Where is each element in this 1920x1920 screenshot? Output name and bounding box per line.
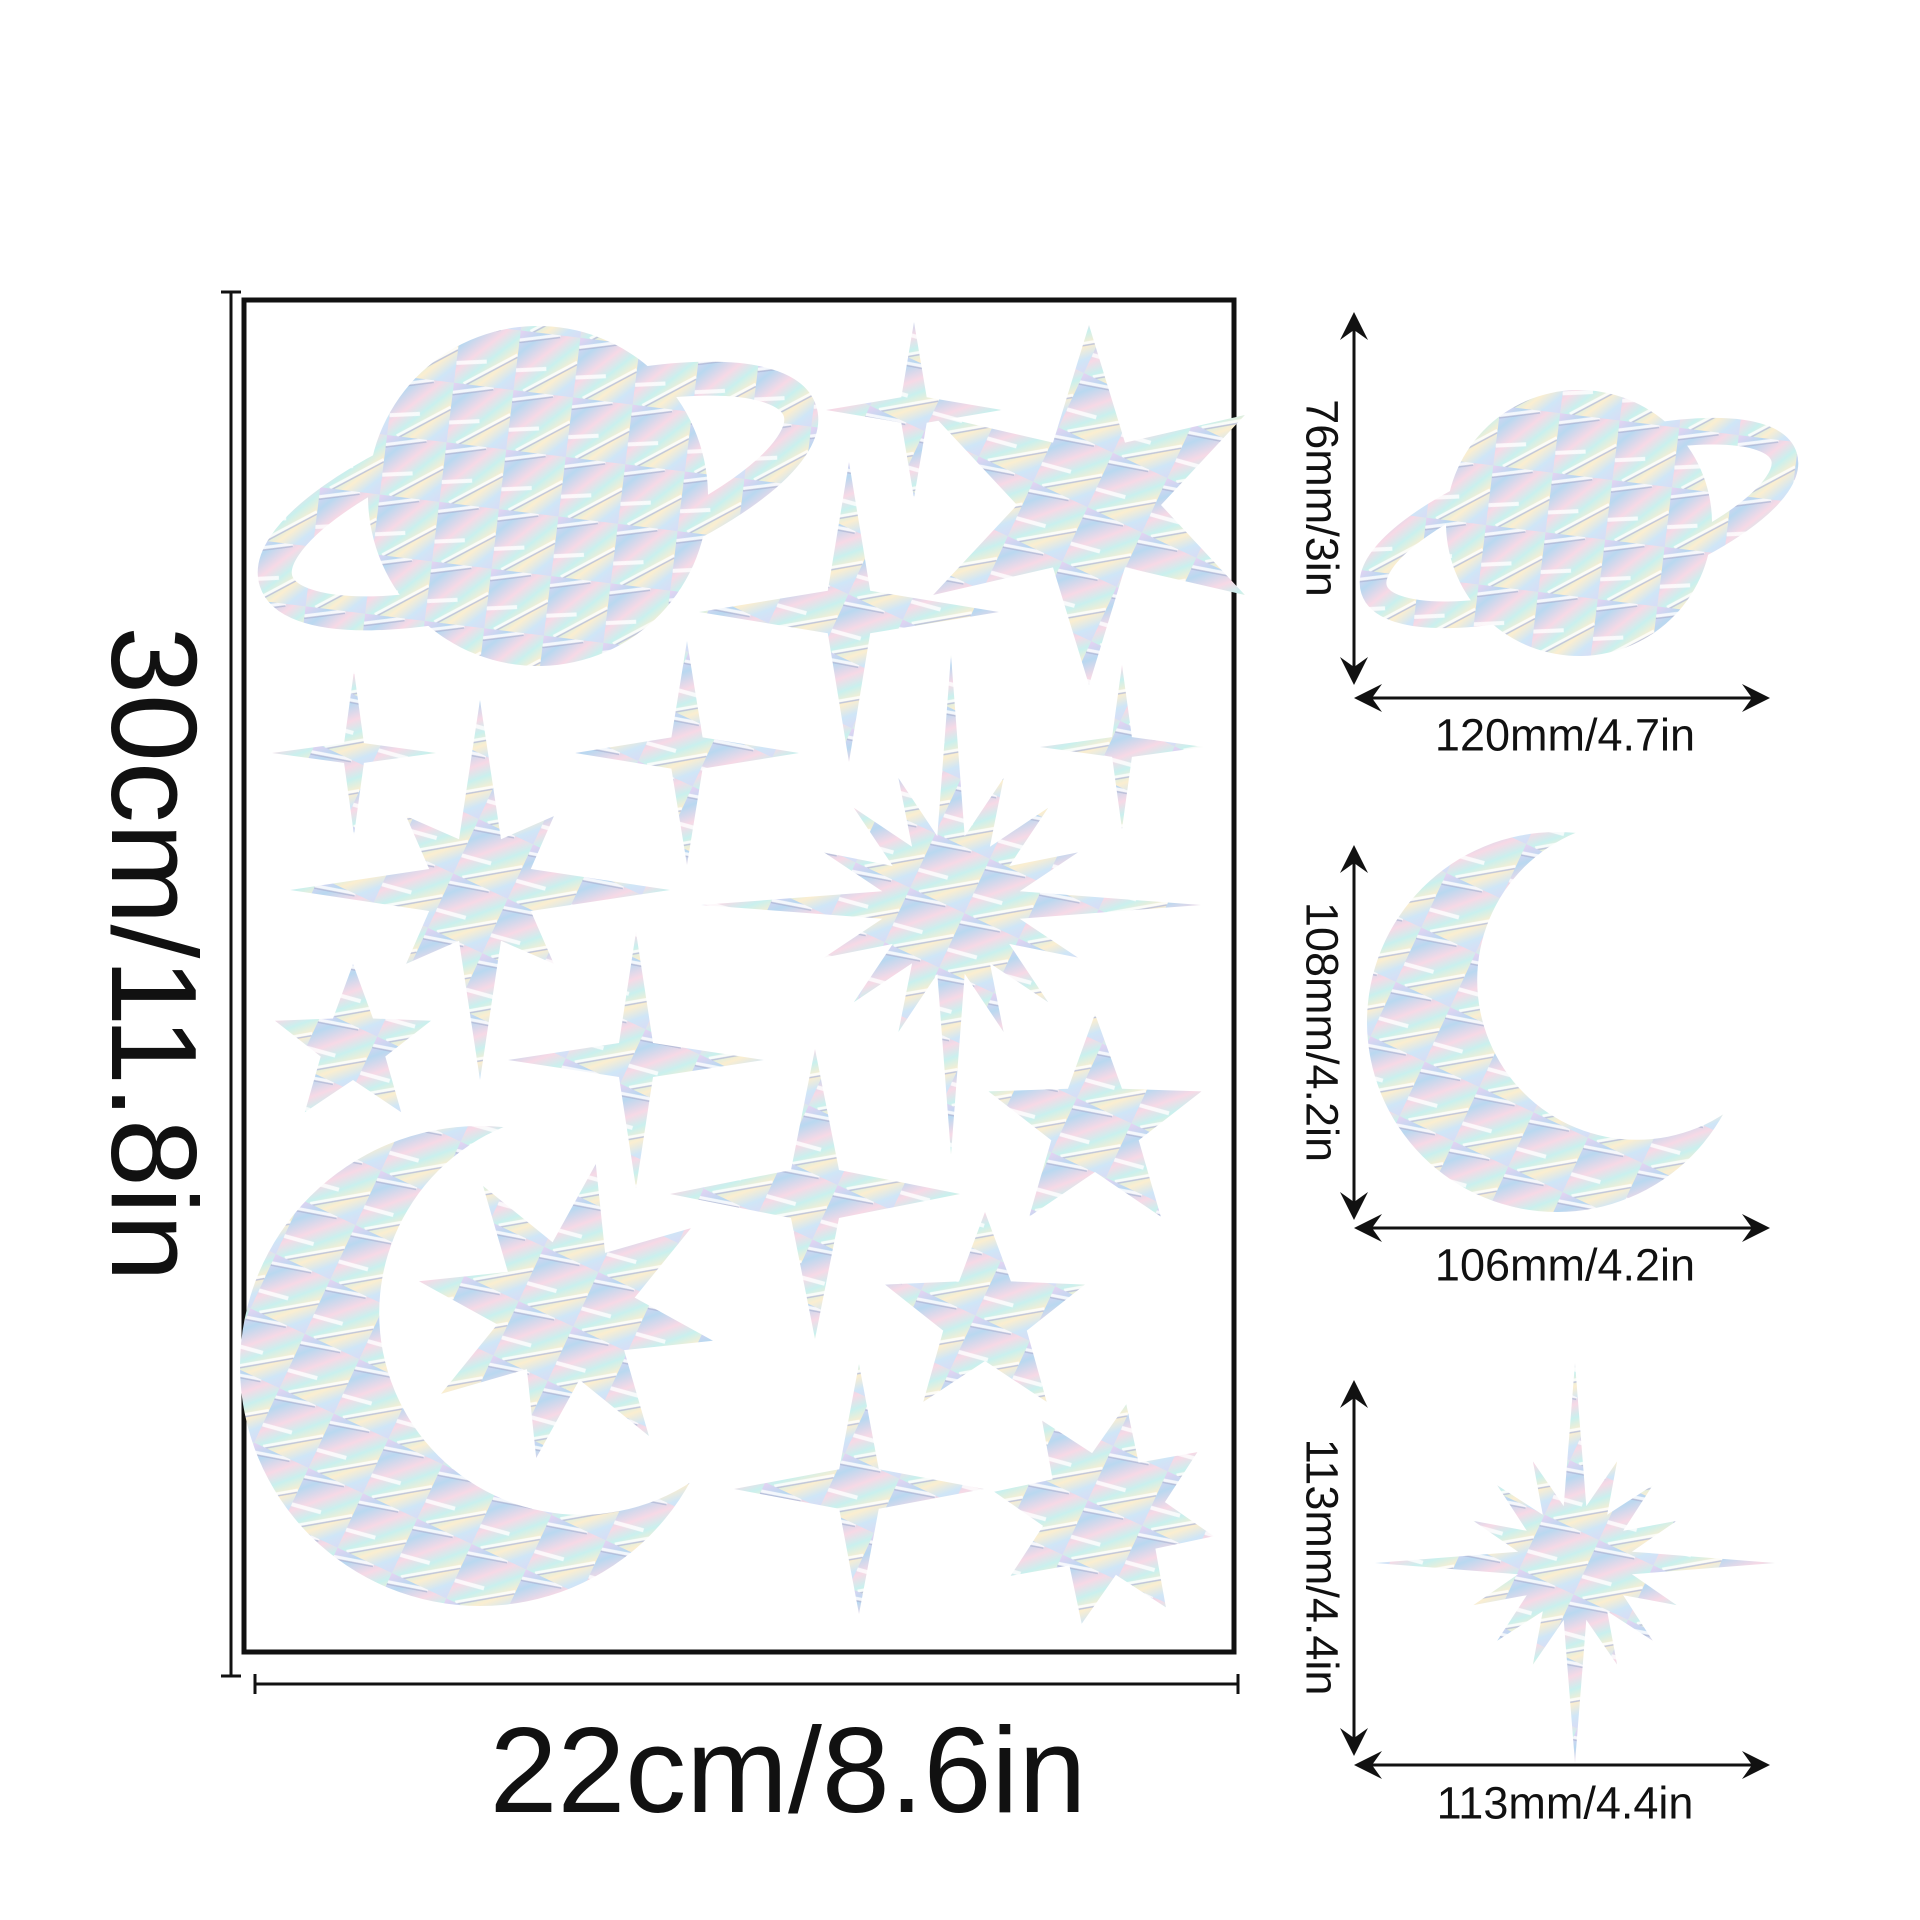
sheet-height-label: 30cm/11.8in xyxy=(86,626,222,1282)
arrowhead-right-icon xyxy=(1742,1214,1770,1242)
arrowhead-left-icon xyxy=(1354,684,1382,712)
moon-height-label: 108mm/4.2in xyxy=(1296,901,1348,1163)
four-point-star-sticker xyxy=(575,641,799,865)
eight-point-star-sticker xyxy=(290,700,670,1080)
five-point-star-sticker xyxy=(988,1014,1202,1217)
sheet-outline xyxy=(241,297,1237,1655)
planet-sticker xyxy=(257,326,819,666)
four-point-star-sticker xyxy=(508,932,764,1188)
four-point-star-sticker xyxy=(1040,665,1204,829)
starburst-width-label: 113mm/4.4in xyxy=(1436,1777,1694,1829)
arrowhead-up-icon xyxy=(1340,312,1368,340)
crescent-moon-detail-sticker xyxy=(1367,832,1747,1212)
moon-width-label: 106mm/4.2in xyxy=(1434,1239,1696,1291)
planet-detail-sticker xyxy=(1359,390,1799,656)
arrowhead-down-icon xyxy=(1340,1192,1368,1220)
four-point-star-sticker xyxy=(699,462,999,762)
five-point-star-sticker xyxy=(275,964,431,1113)
four-point-star-sticker xyxy=(734,1364,984,1614)
eight-point-star-sticker xyxy=(994,1404,1214,1624)
eight-point-star-sticker xyxy=(419,1164,713,1458)
arrowhead-right-icon xyxy=(1742,1751,1770,1779)
five-point-star-sticker xyxy=(885,1212,1085,1402)
arrowhead-right-icon xyxy=(1742,684,1770,712)
planet-width-label: 120mm/4.7in xyxy=(1434,709,1696,761)
arrowhead-up-icon xyxy=(1340,845,1368,873)
four-point-star-sticker xyxy=(670,1049,960,1339)
six-point-star-sticker xyxy=(933,325,1245,685)
planet-height-label: 76mm/3in xyxy=(1296,399,1348,597)
planet-body xyxy=(1446,390,1712,656)
arrowhead-down-icon xyxy=(1340,657,1368,685)
arrowhead-up-icon xyxy=(1340,1380,1368,1408)
arrowhead-left-icon xyxy=(1354,1751,1382,1779)
starburst-sticker xyxy=(701,655,1201,1155)
starburst-detail-sticker xyxy=(1375,1363,1775,1763)
sheet-width-label: 22cm/8.6in xyxy=(489,1702,1087,1838)
four-point-star-sticker xyxy=(826,322,1002,498)
four-point-star-sticker xyxy=(272,671,436,835)
arrowhead-left-icon xyxy=(1354,1214,1382,1242)
starburst-height-label: 113mm/4.4in xyxy=(1296,1438,1348,1696)
arrowhead-down-icon xyxy=(1340,1728,1368,1756)
planet-body xyxy=(368,326,708,666)
